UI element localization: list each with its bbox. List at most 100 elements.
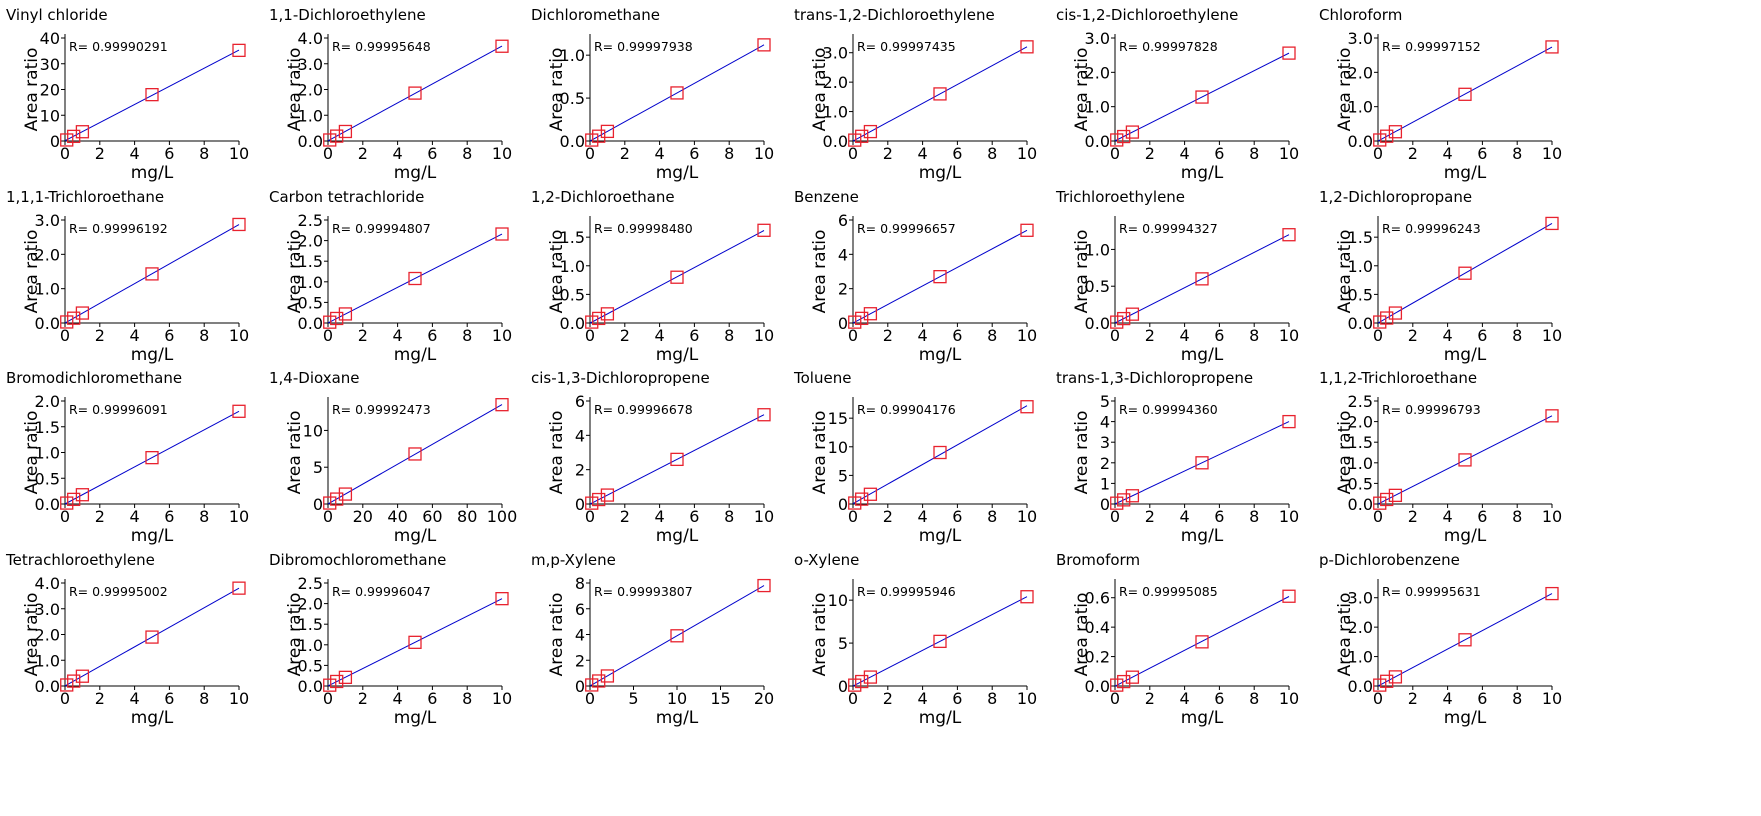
y-axis-label: Area ratio	[22, 592, 42, 676]
x-tick-label: 2	[95, 689, 105, 708]
y-tick-label: 1	[1100, 474, 1110, 493]
data-point	[585, 496, 599, 510]
data-point	[863, 306, 877, 320]
y-tick-label: 1.0	[1347, 454, 1372, 473]
chart-svg: 1,2-Dichloroethane 0.0 0.5 1.0 1.5 0 2 4 6 8 10 mg/…	[531, 188, 774, 365]
data-point	[232, 217, 246, 231]
data-point	[1379, 674, 1393, 688]
x-tick-label: 0	[322, 689, 332, 708]
y-tick-label: 0.0	[822, 132, 847, 151]
x-tick-label: 0	[847, 689, 857, 708]
x-tick-label: 0	[60, 144, 70, 163]
y-axis-label: Area ratio	[1072, 411, 1092, 495]
y-axis-label: Area ratio	[547, 592, 567, 676]
data-point	[494, 226, 509, 241]
data-point	[329, 492, 343, 506]
x-tick-label: 10	[229, 326, 249, 345]
x-tick-label: 6	[1477, 326, 1487, 345]
correlation-label: R= 0.99998480	[594, 221, 693, 236]
y-tick-label: 2.0	[1347, 413, 1372, 432]
x-tick-label: 6	[952, 144, 962, 163]
y-tick-label: 1.0	[35, 651, 60, 670]
x-tick-label: 6	[427, 144, 437, 163]
data-point	[757, 578, 771, 592]
y-tick-label: 1.0	[1347, 647, 1372, 666]
data-point	[232, 581, 246, 595]
y-tick-label: 0.0	[1347, 495, 1372, 514]
y-tick-label: 0	[575, 495, 585, 514]
correlation-label: R= 0.99996091	[69, 402, 168, 417]
chart-svg: Bromoform 0.0 0.2 0.4 0.6 0 2 4 6 8 10 mg/L Area rat…	[1056, 551, 1299, 728]
x-axis-label: mg/L	[1443, 526, 1486, 546]
y-tick-label: 0.0	[297, 132, 322, 151]
x-tick-label: 0	[60, 507, 70, 526]
chart-panel: 1,1,1-Trichloroethane 0.0 1.0 2.0 3.0 0 2 4 6 8 10…	[0, 182, 293, 386]
x-axis-label: mg/L	[131, 163, 174, 183]
data-point	[1110, 677, 1124, 692]
data-point	[60, 677, 74, 692]
x-tick-label: 4	[1442, 326, 1452, 345]
data-point	[1282, 589, 1296, 603]
x-tick-label: 0	[1110, 689, 1120, 708]
x-tick-label: 2	[620, 507, 630, 526]
x-tick-label: 0	[60, 689, 70, 708]
data-point	[757, 408, 771, 422]
x-tick-label: 0	[322, 507, 332, 526]
data-point	[145, 629, 159, 644]
x-tick-label: 2	[1145, 144, 1155, 163]
data-point	[338, 670, 352, 684]
x-tick-label: 4	[917, 144, 927, 163]
chart-panel: Benzene 0 2 4 6 0 2 4 6 8 10 mg/L Area ratio R= 0.999…	[788, 182, 1081, 386]
data-point	[1388, 305, 1402, 320]
x-tick-label: 4	[1180, 326, 1190, 345]
y-tick-label: 1.0	[1085, 98, 1110, 117]
x-tick-label: 4	[917, 507, 927, 526]
x-tick-label: 0	[1110, 144, 1120, 163]
x-tick-label: 2	[1407, 507, 1417, 526]
x-tick-label: 8	[462, 326, 472, 345]
x-tick-label: 4	[392, 144, 402, 163]
chart-title: Dichloromethane	[531, 6, 660, 24]
regression-line	[589, 584, 765, 686]
y-axis-label: Area ratio	[1335, 48, 1355, 132]
data-point	[670, 628, 684, 642]
x-tick-label: 6	[164, 326, 174, 345]
chart-svg: cis-1,3-Dichloropropene 0 2 4 6 0 2 4 6 8 10 mg/L Ar…	[531, 369, 774, 546]
regression-line	[1377, 592, 1552, 686]
x-axis-label: mg/L	[1181, 345, 1224, 365]
chart-svg: Benzene 0 2 4 6 0 2 4 6 8 10 mg/L Area ratio R= 0.999…	[794, 188, 1037, 365]
data-point	[1019, 223, 1034, 237]
y-axis-label: Area ratio	[547, 411, 567, 495]
x-tick-label: 4	[1442, 507, 1452, 526]
x-tick-label: 0	[585, 689, 595, 708]
x-tick-label: 6	[427, 326, 437, 345]
y-tick-label: 0.0	[1085, 314, 1110, 333]
regression-line	[852, 405, 1027, 505]
y-tick-label: 0	[312, 495, 322, 514]
data-point	[1195, 456, 1209, 470]
y-tick-label: 0.5	[1347, 474, 1372, 493]
x-tick-label: 8	[1512, 326, 1522, 345]
x-tick-label: 4	[1180, 144, 1190, 163]
data-point	[1195, 271, 1209, 286]
correlation-label: R= 0.99995946	[857, 584, 956, 599]
y-tick-label: 1.5	[1347, 228, 1372, 247]
y-tick-label: 1.5	[1347, 433, 1372, 452]
y-tick-label: 3.0	[822, 44, 847, 63]
data-point	[1282, 227, 1296, 241]
y-tick-label: 2.0	[297, 81, 322, 100]
correlation-label: R= 0.99996657	[857, 221, 956, 236]
data-point	[1388, 125, 1402, 139]
data-point	[329, 674, 343, 688]
chart-title: cis-1,3-Dichloropropene	[531, 369, 710, 387]
chart-panel: Tetrachloroethylene 0.0 1.0 2.0 3.0 4.0 0 2 4 6 8 1…	[0, 545, 293, 749]
x-tick-label: 100	[486, 507, 517, 526]
y-tick-label: 4	[1100, 413, 1110, 432]
chart-svg: 1,1,2-Trichloroethane 0.0 0.51.0 1.52.0 2.5 0…	[1319, 369, 1562, 546]
y-tick-label: 0.5	[297, 293, 322, 312]
data-point	[407, 447, 422, 461]
chart-panel: trans-1,2-Dichloroethylene 0.0 1.0 2.0 3.0 0 2…	[788, 0, 1081, 204]
regression-line	[852, 229, 1027, 323]
data-point	[1372, 133, 1386, 147]
